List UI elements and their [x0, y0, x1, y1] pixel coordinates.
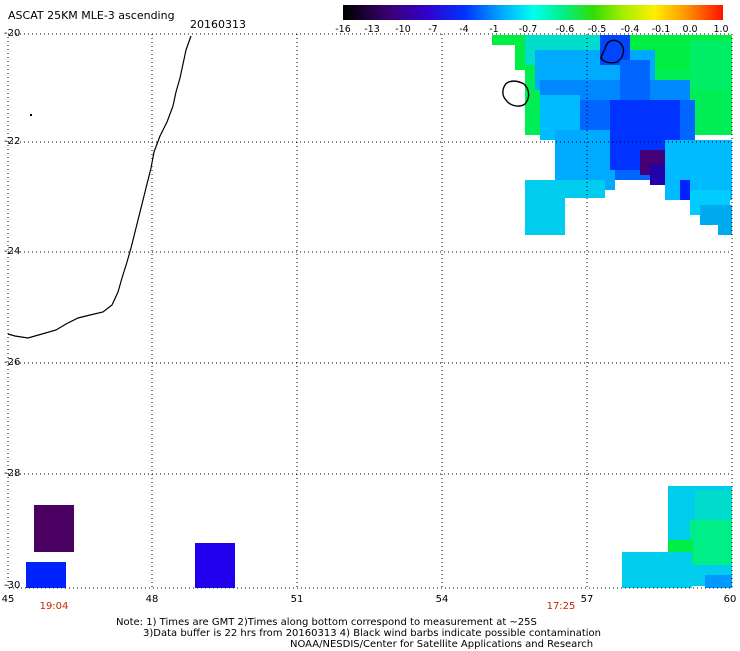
x-axis-label: 57	[580, 594, 594, 605]
wind-cell-blue-1	[26, 562, 66, 588]
colorbar-tick: -0.5	[587, 24, 607, 35]
colorbar-tick: -0.7	[518, 24, 538, 35]
wind-field-ne	[492, 35, 732, 235]
x-axis-label: 45	[1, 594, 15, 605]
note-line-3: NOAA/NESDIS/Center for Satellite Applica…	[290, 639, 594, 650]
date-label: 20160313	[190, 18, 246, 31]
colorbar-tick: -4	[459, 24, 469, 35]
y-axis-label: -20	[4, 28, 21, 39]
colorbar-tick: -0.4	[620, 24, 640, 35]
colorbar	[343, 5, 723, 20]
x-axis-label: 51	[290, 594, 304, 605]
y-axis-label: -22	[4, 136, 21, 147]
note-line-2: 3)Data buffer is 22 hrs from 20160313 4)…	[143, 628, 601, 639]
colorbar-tick: -0.1	[651, 24, 671, 35]
grid-lines	[8, 34, 732, 588]
colorbar-tick: -7	[428, 24, 438, 35]
y-axis-label: -28	[4, 468, 21, 479]
colorbar-tick: -10	[395, 24, 411, 35]
islet	[30, 114, 32, 116]
chart-title: ASCAT 25KM MLE-3 ascending	[8, 9, 175, 22]
pass-time-label: 19:04	[39, 601, 69, 612]
x-axis-label: 60	[723, 594, 737, 605]
colorbar-tick: -13	[364, 24, 380, 35]
reunion-coastline	[502, 80, 530, 107]
madagascar-coastline	[7, 35, 192, 339]
x-axis-label: 54	[435, 594, 449, 605]
y-axis-label: -26	[4, 357, 21, 368]
plot-frame	[7, 33, 733, 589]
x-axis-label: 48	[145, 594, 159, 605]
mauritius-coastline	[600, 39, 625, 64]
pass-time-label: 17:25	[546, 601, 576, 612]
colorbar-tick: -16	[335, 24, 351, 35]
colorbar-tick: 1.0	[713, 24, 729, 35]
y-axis-label: -24	[4, 246, 21, 257]
colorbar-tick: -0.6	[555, 24, 575, 35]
wind-cell-purple	[34, 505, 74, 552]
y-axis-label: -30	[4, 580, 21, 591]
wind-field-se	[622, 486, 732, 588]
colorbar-tick: -1	[489, 24, 499, 35]
colorbar-tick: 0.0	[682, 24, 698, 35]
note-line-1: Note: 1) Times are GMT 2)Times along bot…	[116, 617, 537, 628]
wind-cell-blue-2	[195, 543, 235, 588]
